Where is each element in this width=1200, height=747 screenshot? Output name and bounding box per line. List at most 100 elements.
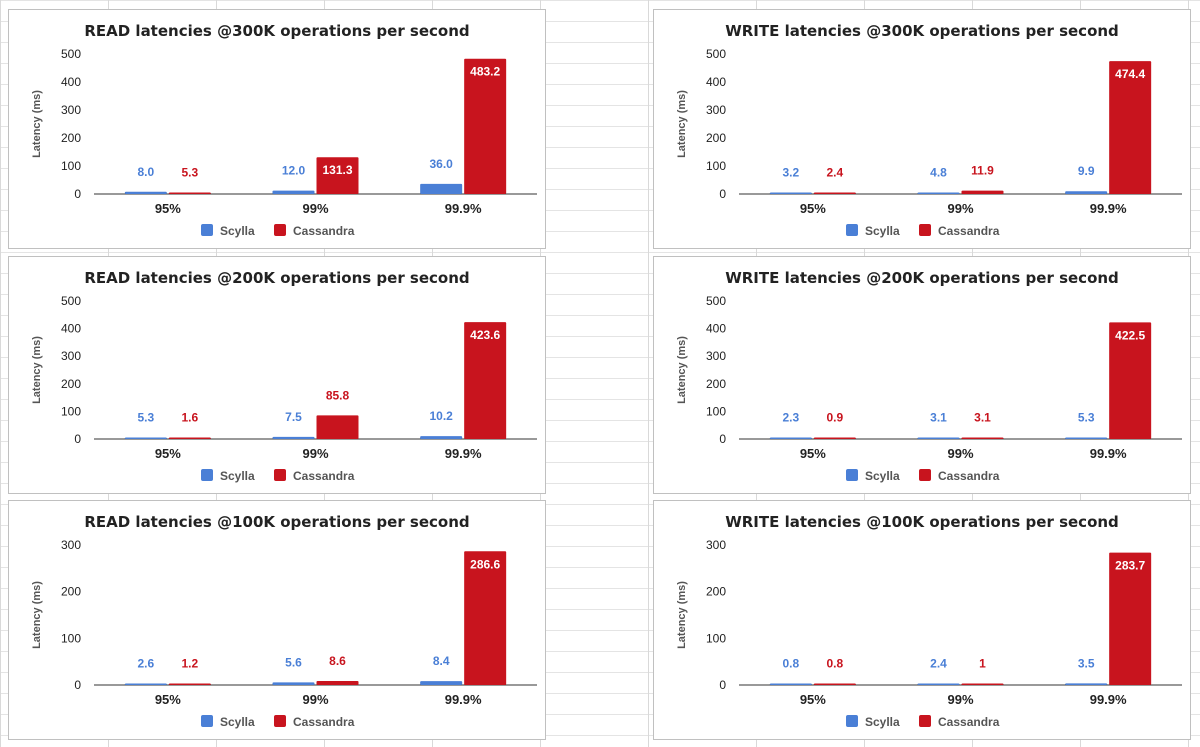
x-category-label: 99% (947, 201, 973, 216)
data-label: 8.0 (137, 165, 154, 179)
legend-swatch-scylla (201, 715, 213, 727)
legend-swatch-cassandra (919, 715, 931, 727)
bar-cassandra (168, 192, 211, 194)
bar-scylla (420, 183, 463, 194)
legend-label-scylla: Scylla (865, 469, 900, 483)
legend-swatch-cassandra (274, 715, 286, 727)
data-label: 8.4 (433, 654, 450, 668)
legend-label-cassandra: Cassandra (938, 715, 1000, 729)
x-category-label: 95% (155, 692, 181, 707)
legend-swatch-scylla (201, 469, 213, 481)
bar-cassandra (961, 683, 1004, 685)
x-category-label: 99% (947, 446, 973, 461)
data-label: 2.3 (782, 411, 799, 425)
x-category-label: 95% (800, 201, 826, 216)
legend-label-scylla: Scylla (865, 715, 900, 729)
data-label: 131.3 (322, 163, 352, 177)
bar-scylla (917, 683, 960, 685)
data-label: 2.6 (137, 657, 154, 671)
chart-plot: 0 100 200 300 400 500 Latency (ms) 95% 3.2 2.4 99%… (676, 47, 1182, 238)
bar-scylla (1065, 191, 1108, 194)
y-axis-label: Latency (ms) (31, 336, 43, 404)
bar-scylla (1065, 437, 1108, 439)
y-tick-label: 300 (61, 538, 81, 552)
data-label: 1.6 (181, 411, 198, 425)
y-tick-label: 100 (706, 404, 726, 418)
y-tick-label: 200 (61, 377, 81, 391)
chart-read-100k: READ latencies @100K operations per seco… (8, 500, 546, 740)
bar-scylla (420, 681, 463, 685)
legend-label-scylla: Scylla (220, 224, 255, 238)
chart-plot: 0 100 200 300 Latency (ms) 95% 2.6 1.2 99% 5.6 8.6… (31, 538, 537, 729)
data-label: 0.9 (826, 411, 843, 425)
y-tick-label: 100 (706, 631, 726, 645)
bar-scylla (917, 437, 960, 439)
data-label: 4.8 (930, 166, 947, 180)
y-tick-label: 400 (61, 75, 81, 89)
y-tick-label: 400 (706, 75, 726, 89)
data-label: 36.0 (429, 157, 453, 171)
y-tick-label: 300 (706, 538, 726, 552)
data-label: 3.5 (1078, 656, 1095, 670)
y-tick-label: 500 (706, 294, 726, 308)
y-axis-label: Latency (ms) (31, 90, 43, 158)
y-tick-label: 300 (706, 349, 726, 363)
legend-label-cassandra: Cassandra (293, 715, 355, 729)
data-label: 422.5 (1115, 328, 1145, 342)
chart-title: WRITE latencies @300K operations per sec… (725, 22, 1119, 40)
legend-label-cassandra: Cassandra (293, 224, 355, 238)
chart-write-300k: WRITE latencies @300K operations per sec… (653, 9, 1191, 249)
legend-label-cassandra: Cassandra (293, 469, 355, 483)
data-label: 11.9 (971, 164, 994, 178)
y-tick-label: 500 (61, 47, 81, 61)
data-label: 8.6 (329, 654, 346, 668)
y-tick-label: 0 (719, 187, 726, 201)
bar-cassandra (961, 437, 1004, 439)
y-tick-label: 400 (61, 322, 81, 336)
legend-swatch-cassandra (919, 469, 931, 481)
chart-plot: 0 100 200 300 400 500 Latency (ms) 95% 5.3 1.6 99%… (31, 294, 537, 483)
legend-swatch-scylla (846, 715, 858, 727)
y-axis-label: Latency (ms) (676, 581, 688, 649)
data-label: 423.6 (470, 328, 500, 342)
x-category-label: 99.9% (1090, 201, 1127, 216)
data-label: 85.8 (326, 388, 350, 402)
chart-plot: 0 100 200 300 400 500 Latency (ms) 95% 2.3 0.9 99%… (676, 294, 1182, 483)
bar-scylla (272, 682, 315, 685)
y-axis-label: Latency (ms) (31, 581, 43, 649)
legend-label-scylla: Scylla (220, 469, 255, 483)
x-category-label: 99% (947, 692, 973, 707)
bar-scylla (917, 192, 960, 194)
bar-cassandra (813, 437, 856, 439)
x-category-label: 99.9% (445, 692, 482, 707)
y-tick-label: 200 (706, 377, 726, 391)
data-label: 2.4 (930, 657, 947, 671)
data-label: 3.1 (930, 411, 947, 425)
x-category-label: 99.9% (1090, 692, 1127, 707)
chart-title: WRITE latencies @100K operations per sec… (725, 513, 1119, 531)
data-label: 12.0 (282, 164, 306, 178)
bar-cassandra (1109, 322, 1152, 439)
y-tick-label: 100 (61, 404, 81, 418)
y-tick-label: 0 (74, 187, 81, 201)
x-category-label: 99.9% (1090, 446, 1127, 461)
x-category-label: 99% (302, 692, 328, 707)
data-label: 3.2 (782, 166, 799, 180)
x-category-label: 99% (302, 446, 328, 461)
legend-label-scylla: Scylla (865, 224, 900, 238)
data-label: 0.8 (826, 657, 843, 671)
x-category-label: 95% (155, 446, 181, 461)
y-tick-label: 100 (706, 159, 726, 173)
legend-label-cassandra: Cassandra (938, 469, 1000, 483)
data-label: 5.3 (1078, 411, 1095, 425)
bar-cassandra (316, 680, 359, 685)
y-axis-label: Latency (ms) (676, 336, 688, 404)
data-label: 7.5 (285, 410, 302, 424)
chart-read-200k: READ latencies @200K operations per seco… (8, 256, 546, 494)
legend-swatch-cassandra (274, 469, 286, 481)
data-label: 1 (979, 657, 986, 671)
x-category-label: 99% (302, 201, 328, 216)
y-tick-label: 100 (61, 159, 81, 173)
bar-cassandra (316, 415, 359, 439)
y-tick-label: 300 (61, 103, 81, 117)
